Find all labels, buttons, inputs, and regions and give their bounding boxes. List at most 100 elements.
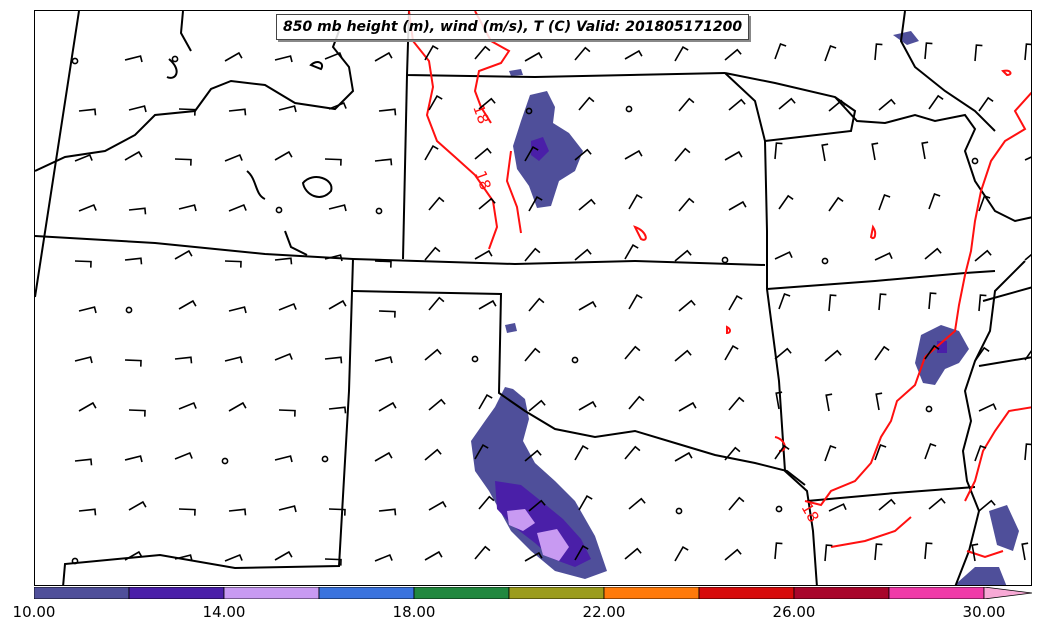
boundary-line xyxy=(724,72,857,142)
wind-barb xyxy=(228,108,247,116)
wind-barb xyxy=(478,394,493,410)
wind-barb xyxy=(824,544,833,562)
calm-wind-marker xyxy=(221,457,229,465)
wind-barb xyxy=(524,347,541,362)
calm-wind-marker xyxy=(925,405,933,413)
wind-barb xyxy=(1024,253,1031,261)
map-panel: 18 18 18 xyxy=(34,10,1032,586)
wind-barb xyxy=(1024,156,1031,161)
wind-barb xyxy=(474,444,489,460)
wind-barb xyxy=(524,146,539,162)
temp-contour xyxy=(869,224,877,239)
wind-barb xyxy=(128,500,147,511)
wind-barb xyxy=(178,299,197,310)
wind-barb xyxy=(978,403,997,412)
colorbar-segment xyxy=(34,587,130,599)
wind-barb xyxy=(724,150,743,161)
calm-wind-marker xyxy=(525,107,533,115)
wind-barb xyxy=(324,558,342,566)
wind-barb xyxy=(374,451,393,462)
colorbar xyxy=(34,587,1032,599)
wind-barb xyxy=(828,294,837,312)
wind-barb xyxy=(728,98,746,111)
wind-barb xyxy=(921,141,929,160)
wind-barb xyxy=(1021,542,1029,561)
contour-label: 18 xyxy=(469,102,492,126)
wind-barb xyxy=(128,409,146,417)
wind-barb xyxy=(474,147,492,160)
wind-barb xyxy=(674,451,693,462)
wind-barb xyxy=(424,45,439,61)
wind-barb xyxy=(628,395,645,410)
wind-barb xyxy=(624,244,639,260)
colorbar-tick-label: 10.00 xyxy=(12,603,56,621)
calm-wind-marker xyxy=(375,207,383,215)
wind-barb xyxy=(74,356,93,364)
wind-barb xyxy=(474,249,493,260)
wind-barb xyxy=(78,306,97,314)
wind-barb xyxy=(724,48,742,61)
wind-barb xyxy=(178,401,197,410)
boundary-line xyxy=(834,96,1031,223)
wind-barb xyxy=(428,95,443,111)
wind-barb xyxy=(978,96,994,112)
shade-blob-small1 xyxy=(505,323,517,333)
wind-barb xyxy=(878,98,896,111)
wind-barb xyxy=(124,150,143,161)
colorbar-tick-label: 26.00 xyxy=(772,603,816,621)
wind-barb xyxy=(728,396,745,411)
wind-barb xyxy=(875,392,883,411)
wind-barb xyxy=(624,547,642,560)
height-contours xyxy=(35,11,355,256)
wind-barb xyxy=(828,196,844,212)
wind-barb xyxy=(825,393,833,412)
wind-barb xyxy=(478,495,495,510)
wind-barb xyxy=(124,359,142,367)
wind-barb xyxy=(828,503,847,512)
wind-barb xyxy=(274,257,293,265)
wind-barb xyxy=(324,51,343,60)
wind-barb xyxy=(728,496,745,511)
temperature-contours xyxy=(408,11,1031,559)
wind-barb xyxy=(224,260,242,268)
wind-barb xyxy=(274,455,293,463)
wind-barb xyxy=(428,196,445,211)
wind-barb xyxy=(874,543,883,561)
height-contour xyxy=(284,230,308,256)
wind-barb xyxy=(574,148,592,161)
wind-barb xyxy=(328,204,347,212)
shade-blob-se-corner2 xyxy=(956,567,1007,585)
wind-barb xyxy=(724,345,739,361)
wind-barb xyxy=(528,499,546,512)
wind-barb xyxy=(624,345,641,360)
height-contour xyxy=(246,170,266,200)
wind-barb xyxy=(274,55,293,63)
wind-barb xyxy=(478,197,496,210)
wind-barb xyxy=(424,550,443,561)
wind-barb xyxy=(778,292,791,310)
boundary-line xyxy=(402,74,408,260)
wind-barb xyxy=(378,508,397,516)
wind-barb xyxy=(1024,350,1031,361)
wind-barb xyxy=(124,257,143,265)
wind-barb xyxy=(674,546,689,562)
wind-barb xyxy=(178,108,196,116)
wind-barb xyxy=(374,158,393,166)
wind-barb xyxy=(774,347,792,360)
wind-barb xyxy=(874,443,887,461)
wind-barb xyxy=(978,294,987,312)
shade-blob-ne-corner xyxy=(893,31,919,45)
wind-barb xyxy=(528,196,543,212)
temp-contour xyxy=(966,550,1004,559)
wind-barb xyxy=(628,294,643,310)
colorbar-tick-label: 14.00 xyxy=(202,603,246,621)
wind-barb xyxy=(174,249,193,260)
calm-wind-marker xyxy=(275,206,283,214)
wind-barb xyxy=(378,310,396,318)
temp-contour xyxy=(964,406,1031,502)
colorbar-segment xyxy=(698,587,795,599)
temp-contour xyxy=(726,325,731,335)
wind-barb xyxy=(228,203,247,212)
wind-barb xyxy=(924,542,933,560)
wind-barb xyxy=(678,401,697,412)
